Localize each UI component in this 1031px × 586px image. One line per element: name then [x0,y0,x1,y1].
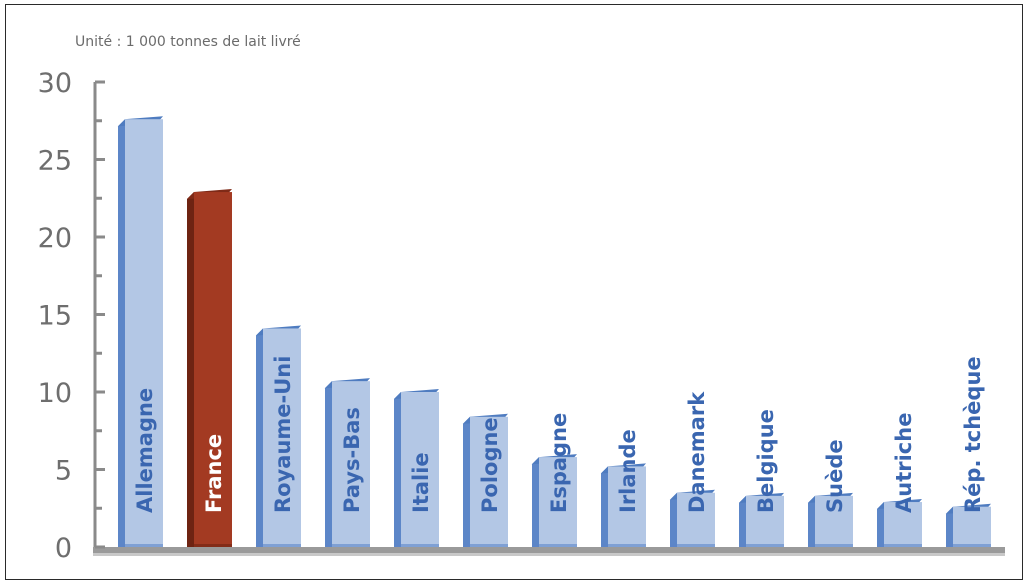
y-tick-label: 30 [38,68,72,99]
bar-front [125,119,163,547]
bar-label: Belgique [754,409,778,513]
bar-side [394,392,401,547]
bar-label: Rép. tchèque [961,356,985,513]
bar-base [877,544,922,547]
bar-side [601,466,608,547]
y-tick-label: 0 [55,533,72,564]
bar-label: Pologne [478,417,502,513]
bar-front [815,495,853,547]
x-axis-floor [93,547,1005,553]
bar-front [608,466,646,547]
bar-base [601,544,646,547]
bar-label: France [202,434,226,513]
bar-front [884,502,922,547]
bar-side [463,416,470,547]
bar-autriche: Autriche [877,413,922,547]
bar-pays-bas: Pays-Bas [325,378,370,547]
bar-su-de: Suède [808,439,853,547]
y-tick-label: 5 [55,456,72,487]
bar-side [946,506,953,547]
bar-side [670,492,677,547]
bar-front [953,506,991,547]
bar-base [739,544,784,547]
bar-front [539,457,577,547]
bar-pologne: Pologne [463,413,508,547]
bar-front [401,392,439,547]
bar-italie: Italie [394,389,439,547]
y-tick-label: 25 [38,146,72,177]
bar-base [532,544,577,547]
bar-espagne: Espagne [532,413,577,547]
bar-side [739,495,746,547]
bar-front [194,192,232,548]
bar-allemagne: Allemagne [118,116,163,547]
bar-front [263,328,301,547]
bar-base [670,544,715,547]
bar-irlande: Irlande [601,429,646,547]
chart-frame [5,4,1023,580]
bar-side [187,192,194,548]
bar-base [394,544,439,547]
bar-side [808,495,815,547]
bar-side [256,328,263,547]
bar-front [332,381,370,547]
y-tick-label: 10 [38,378,72,409]
bar-label: Espagne [547,413,571,513]
bar-label: Pays-Bas [340,407,364,513]
bars: Allemagne France Royaume-Uni Pays-Bas Italie… [118,116,991,548]
bar-label: Autriche [892,413,916,513]
bar-label: Irlande [616,429,640,513]
bar-base [118,544,163,547]
bar-base [325,544,370,547]
bar-belgique: Belgique [739,409,784,547]
x-axis-floor-shadow [93,553,1005,556]
bar-base [946,544,991,547]
unit-note: Unité : 1 000 tonnes de lait livré [75,34,301,50]
bar-label: Allemagne [133,388,157,513]
bar-label: Danemark [685,391,709,513]
y-axis: 0 5 10 15 20 25 30 [38,68,1005,564]
y-tick-label: 15 [38,301,72,332]
bar-base [256,544,301,547]
bar-base [463,544,508,547]
bar-side [325,381,332,547]
bar-base [808,544,853,547]
bar-front [677,492,715,547]
bar-base [187,544,232,547]
bar-label: Royaume-Uni [271,356,295,513]
bar-r-p-tch-que: Rép. tchèque [946,356,991,547]
bar-label: Suède [823,439,847,513]
bar-france: France [187,189,232,548]
bar-royaume-uni: Royaume-Uni [256,325,301,547]
bar-front [746,495,784,547]
bar-side [532,457,539,547]
bar-side [877,502,884,547]
y-tick-label: 20 [38,223,72,254]
bar-front [470,416,508,547]
bar-label: Italie [409,452,433,513]
bar-side [118,119,125,547]
bar-danemark: Danemark [670,391,715,547]
